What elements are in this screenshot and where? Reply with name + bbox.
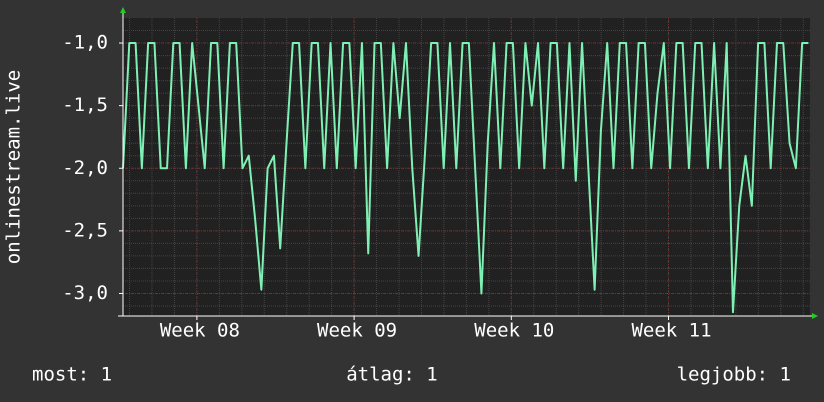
y-tick-label: -3,0 xyxy=(62,282,108,304)
marks xyxy=(122,42,809,314)
x-tick-label: Week 11 xyxy=(631,320,711,342)
y-tick-label: -1,5 xyxy=(62,94,108,116)
x-tick-label: Week 08 xyxy=(160,320,240,342)
current-value: most: 1 xyxy=(32,364,112,386)
y-tick-label: -2,0 xyxy=(62,157,108,179)
x-tick-label: Week 09 xyxy=(317,320,397,342)
best-value: legjobb: 1 xyxy=(677,364,791,386)
y-arrow xyxy=(120,7,126,13)
x-arrow xyxy=(812,313,818,319)
series-line xyxy=(122,42,809,314)
y-tick-label: -2,5 xyxy=(62,219,108,241)
average-value: átlag: 1 xyxy=(346,364,438,386)
grid xyxy=(119,18,810,320)
y-tick-label: -1,0 xyxy=(62,32,108,54)
y-axis-label: onlinestream.live xyxy=(3,70,25,264)
x-tick-label: Week 10 xyxy=(474,320,554,342)
